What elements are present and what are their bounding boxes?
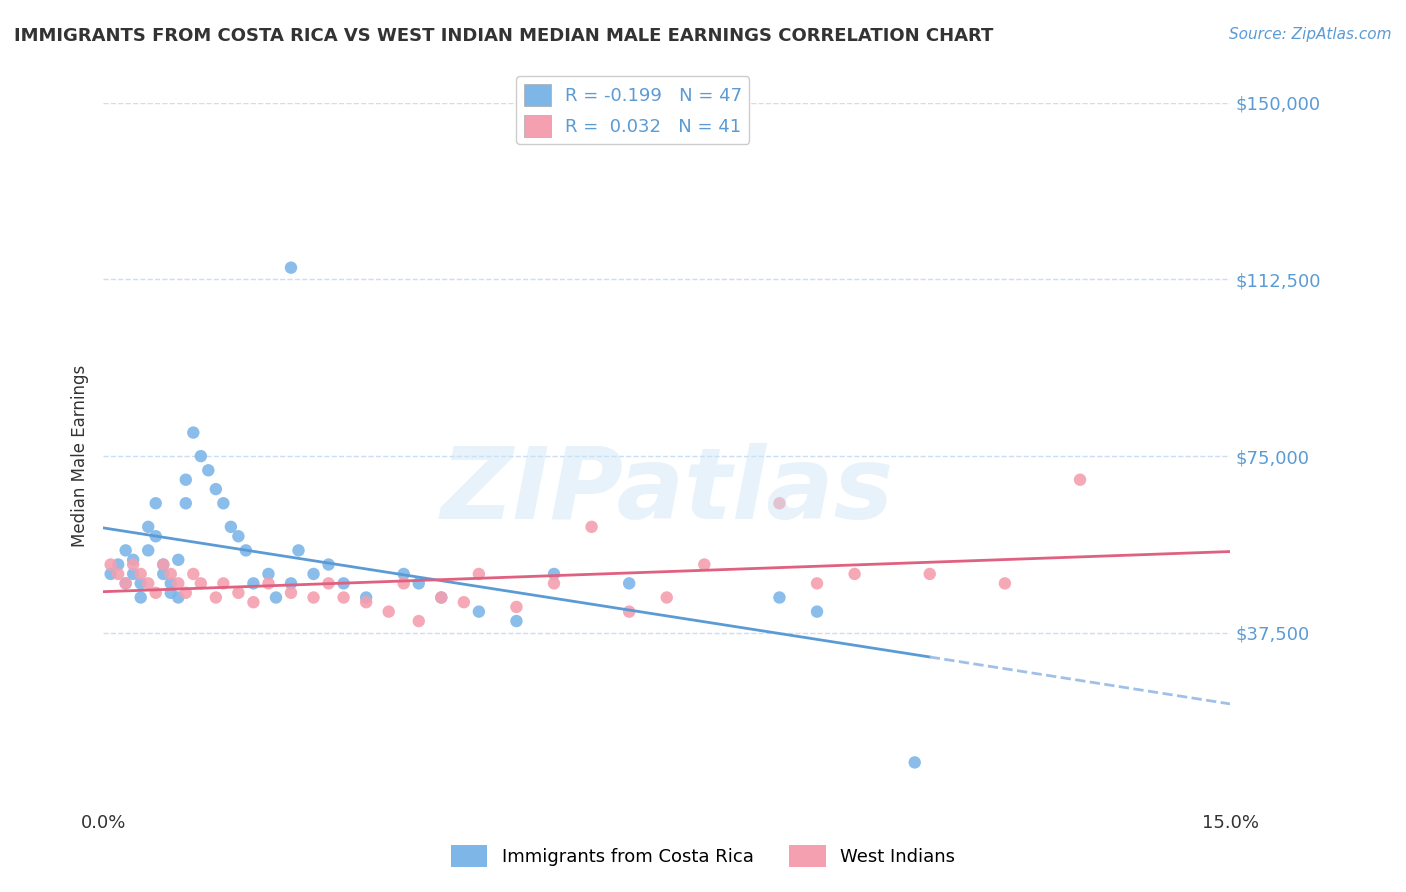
Point <box>152 566 174 581</box>
Y-axis label: Median Male Earnings: Median Male Earnings <box>72 365 89 548</box>
Point <box>430 591 453 605</box>
Point <box>205 591 228 605</box>
Point <box>768 591 790 605</box>
Point <box>167 576 190 591</box>
Point <box>392 576 415 591</box>
Point <box>655 591 678 605</box>
Point <box>174 473 197 487</box>
Point <box>287 543 309 558</box>
Point <box>174 496 197 510</box>
Point <box>145 586 167 600</box>
Point <box>114 543 136 558</box>
Point <box>114 576 136 591</box>
Point <box>581 520 603 534</box>
Point <box>129 591 152 605</box>
Legend: Immigrants from Costa Rica, West Indians: Immigrants from Costa Rica, West Indians <box>444 838 962 874</box>
Point <box>122 558 145 572</box>
Point <box>235 543 257 558</box>
Point <box>543 576 565 591</box>
Point <box>152 558 174 572</box>
Point <box>167 591 190 605</box>
Point <box>100 558 122 572</box>
Point <box>806 576 828 591</box>
Point <box>280 260 302 275</box>
Point <box>190 576 212 591</box>
Point <box>918 566 941 581</box>
Point <box>806 605 828 619</box>
Point <box>136 520 159 534</box>
Point <box>145 529 167 543</box>
Point <box>280 576 302 591</box>
Point <box>693 558 716 572</box>
Point <box>408 576 430 591</box>
Point <box>280 586 302 600</box>
Point <box>332 591 354 605</box>
Point <box>212 496 235 510</box>
Point <box>264 591 287 605</box>
Point <box>242 595 264 609</box>
Point <box>107 558 129 572</box>
Point <box>844 566 866 581</box>
Point <box>543 566 565 581</box>
Point <box>174 586 197 600</box>
Point <box>159 566 181 581</box>
Point <box>219 520 242 534</box>
Point <box>228 529 250 543</box>
Point <box>332 576 354 591</box>
Point <box>129 576 152 591</box>
Point <box>205 482 228 496</box>
Point <box>159 576 181 591</box>
Point <box>152 558 174 572</box>
Point <box>354 591 377 605</box>
Text: Source: ZipAtlas.com: Source: ZipAtlas.com <box>1229 27 1392 42</box>
Point <box>242 576 264 591</box>
Point <box>994 576 1017 591</box>
Legend: R = -0.199   N = 47, R =  0.032   N = 41: R = -0.199 N = 47, R = 0.032 N = 41 <box>516 77 749 144</box>
Point <box>354 595 377 609</box>
Point <box>302 566 325 581</box>
Point <box>617 605 640 619</box>
Point <box>505 599 527 614</box>
Point <box>159 586 181 600</box>
Point <box>617 576 640 591</box>
Point <box>468 605 491 619</box>
Point <box>453 595 475 609</box>
Point <box>302 591 325 605</box>
Point <box>392 566 415 581</box>
Point <box>181 425 204 440</box>
Point <box>122 566 145 581</box>
Point <box>228 586 250 600</box>
Point <box>904 756 927 770</box>
Point <box>505 614 527 628</box>
Point <box>136 543 159 558</box>
Point <box>377 605 399 619</box>
Point <box>190 449 212 463</box>
Point <box>122 553 145 567</box>
Point <box>1069 473 1091 487</box>
Point <box>430 591 453 605</box>
Point <box>468 566 491 581</box>
Point <box>408 614 430 628</box>
Point <box>145 496 167 510</box>
Text: IMMIGRANTS FROM COSTA RICA VS WEST INDIAN MEDIAN MALE EARNINGS CORRELATION CHART: IMMIGRANTS FROM COSTA RICA VS WEST INDIA… <box>14 27 994 45</box>
Point <box>181 566 204 581</box>
Point <box>257 576 280 591</box>
Point <box>318 576 340 591</box>
Point <box>212 576 235 591</box>
Point <box>167 553 190 567</box>
Point <box>107 566 129 581</box>
Point <box>197 463 219 477</box>
Point <box>129 566 152 581</box>
Point <box>114 576 136 591</box>
Point <box>100 566 122 581</box>
Text: ZIPatlas: ZIPatlas <box>440 443 893 540</box>
Point <box>136 576 159 591</box>
Point <box>318 558 340 572</box>
Point <box>768 496 790 510</box>
Point <box>257 566 280 581</box>
